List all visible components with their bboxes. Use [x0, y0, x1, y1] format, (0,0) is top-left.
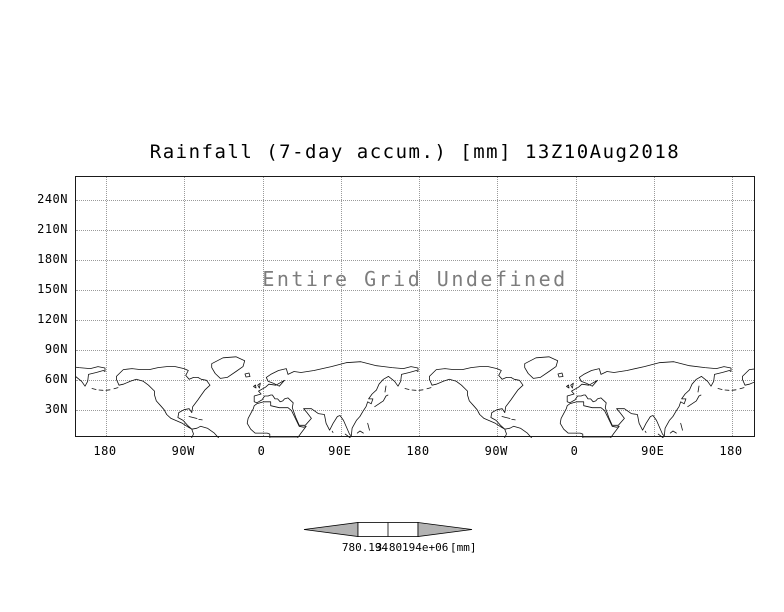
colorbar [303, 522, 473, 537]
colorbar-right-arrow [417, 522, 473, 537]
vertical-gridline [106, 177, 107, 436]
horizontal-gridline [76, 350, 754, 351]
undefined-annotation: Entire Grid Undefined [262, 267, 568, 291]
y-tick-label: 180N [37, 252, 68, 266]
y-tick-label: 210N [37, 222, 68, 236]
colorbar-level-label-2: 3.80194e+06 [375, 541, 449, 554]
x-tick-label: 180 [719, 444, 743, 458]
y-tick-label: 120N [37, 312, 68, 326]
world-copy-2 [418, 356, 732, 438]
x-tick-label: 90W [484, 444, 508, 458]
x-tick-label: 0 [570, 444, 579, 458]
plot-area: Entire Grid Undefined [75, 176, 755, 438]
x-tick-label: 90E [328, 444, 352, 458]
horizontal-gridline [76, 200, 754, 201]
vertical-gridline [184, 177, 186, 436]
x-tick-label: 0 [257, 444, 266, 458]
horizontal-gridline [76, 410, 754, 411]
x-tick-label: 90E [641, 444, 665, 458]
y-tick-label: 60N [44, 372, 68, 386]
vertical-gridline [340, 177, 342, 436]
x-tick-label: 180 [406, 444, 430, 458]
world-copy-wrap-right [731, 356, 754, 438]
horizontal-gridline [76, 290, 754, 291]
horizontal-gridline [76, 320, 754, 321]
colorbar-units: [mm] [450, 541, 477, 554]
colorbar-level-label-1: 780.194 [341, 541, 389, 554]
y-tick-label: 240N [37, 192, 68, 206]
horizontal-gridline [76, 380, 754, 381]
grid-layer [76, 177, 754, 436]
y-tick-label: 30N [44, 402, 68, 416]
x-tick-label: 90W [171, 444, 195, 458]
vertical-gridline [262, 177, 264, 436]
vertical-gridline [497, 177, 499, 436]
horizontal-gridline [76, 230, 754, 231]
y-tick-label: 90N [44, 342, 68, 356]
colorbar-left-arrow [303, 522, 359, 537]
vertical-gridline [653, 177, 655, 436]
coastline-map [76, 356, 754, 438]
chart-title: Rainfall (7-day accum.) [mm] 13Z10Aug201… [149, 141, 681, 163]
vertical-gridline [732, 177, 733, 436]
world-copy-wrap-left [76, 356, 106, 438]
y-tick-label: 150N [37, 282, 68, 296]
vertical-gridline [419, 177, 420, 436]
x-tick-label: 180 [93, 444, 117, 458]
vertical-gridline [575, 177, 577, 436]
horizontal-gridline [76, 260, 754, 261]
world-copy-1 [105, 356, 419, 438]
